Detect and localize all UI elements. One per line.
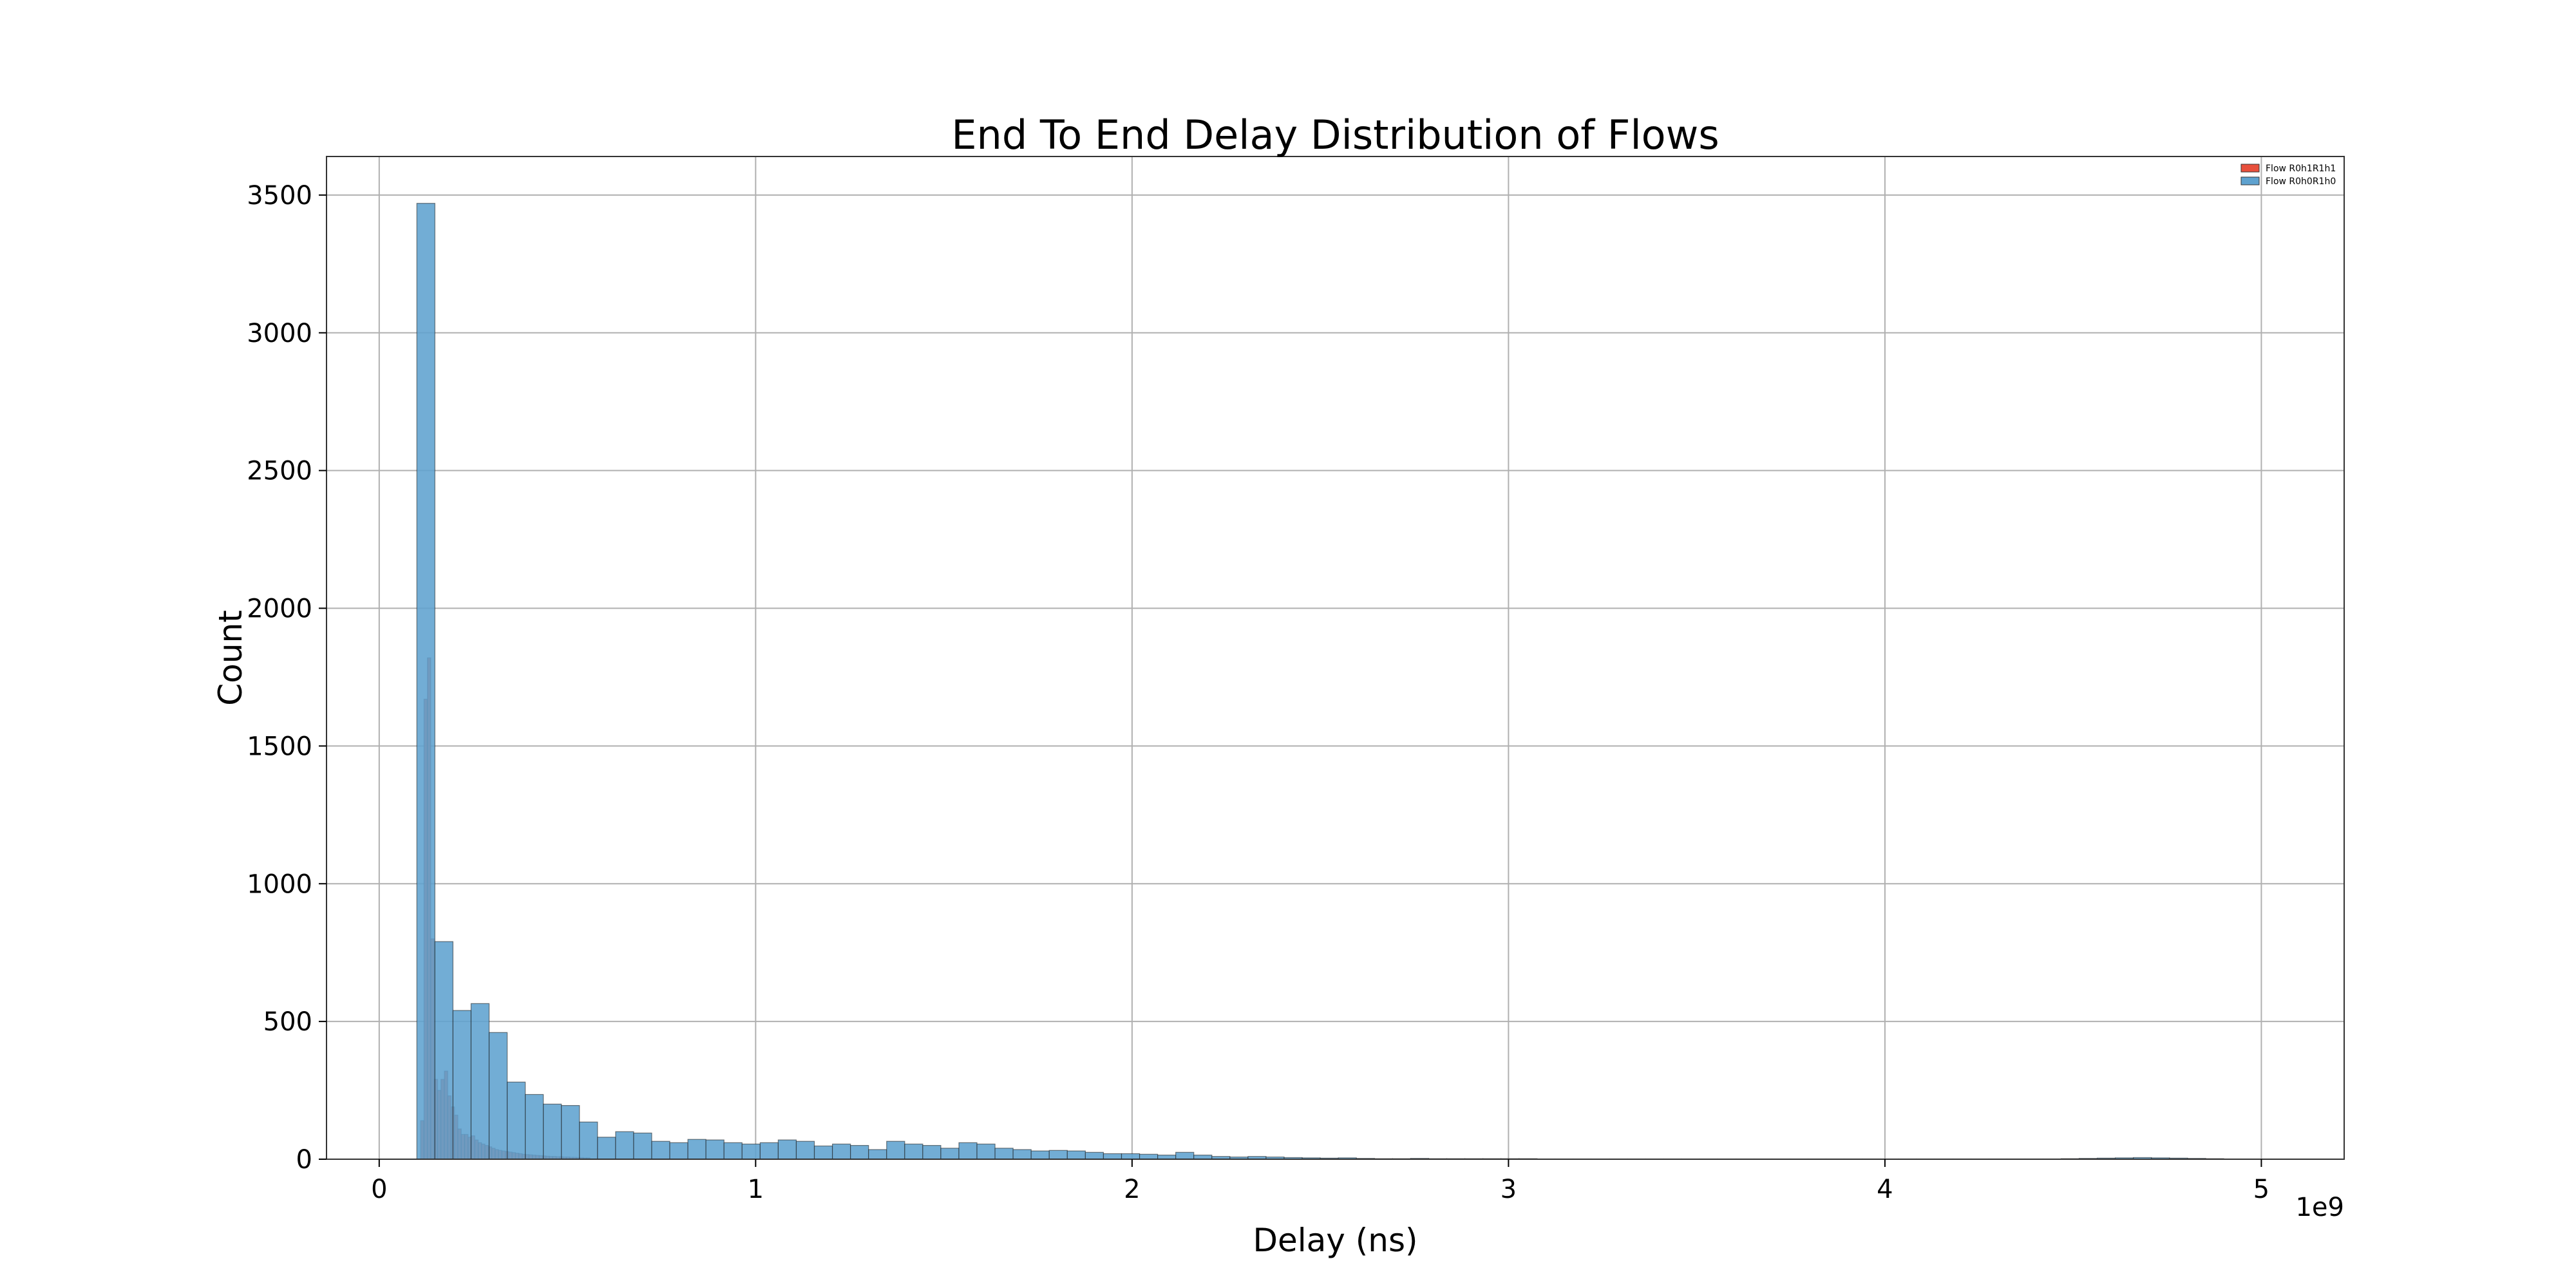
bar-flow-r0h0r1h0 [651,1141,670,1160]
y-tick-label: 0 [296,1145,312,1175]
bar-flow-r0h0r1h0 [1066,1150,1086,1160]
bar-flow-r0h0r1h0 [1030,1150,1050,1160]
y-axis-title: Count [212,610,249,706]
x-tick-label: 5 [2253,1175,2269,1204]
bar-flow-r0h0r1h0 [470,1003,490,1160]
bar-flow-r0h0r1h0 [850,1145,869,1160]
bar-flow-r0h0r1h0 [579,1121,598,1160]
x-axis-offset-label: 1e9 [2295,1193,2344,1222]
bar-flow-r0h0r1h0 [813,1145,833,1160]
bar-flow-r0h0r1h0 [597,1137,616,1160]
x-tick-label: 4 [1877,1175,1893,1204]
bar-flow-r0h0r1h0 [1103,1153,1122,1160]
bars-layer [416,203,2224,1160]
ticks-layer: 0 1 2 3 4 5 0 500 1000 1500 2000 2500 3000 3500 [247,181,2269,1204]
bar-flow-r0h0r1h0 [1139,1153,1159,1160]
x-axis-title: Delay (ns) [1253,1222,1417,1259]
bar-flow-r0h0r1h0 [488,1032,508,1160]
bar-flow-r0h0r1h0 [1048,1150,1068,1160]
bar-flow-r0h0r1h0 [687,1139,706,1160]
bar-flow-r0h0r1h0 [831,1143,851,1160]
bar-flow-r0h0r1h0 [994,1148,1014,1160]
bar-flow-r0h0r1h0 [561,1104,580,1160]
legend-label: Flow R0h0R1h0 [2266,176,2336,187]
bar-flow-r0h0r1h0 [434,941,453,1160]
bar-flow-r0h0r1h0 [452,1010,472,1160]
y-tick-label: 3000 [247,319,312,348]
bar-flow-r0h0r1h0 [868,1149,887,1160]
bar-flow-r0h0r1h0 [1175,1151,1195,1160]
bar-flow-r0h0r1h0 [759,1142,779,1160]
bar-flow-r0h0r1h0 [922,1145,942,1160]
bar-flow-r0h0r1h0 [795,1141,815,1160]
bar-flow-r0h0r1h0 [506,1081,526,1160]
bar-flow-r0h0r1h0 [723,1142,743,1160]
bar-flow-r0h0r1h0 [543,1103,562,1160]
bar-flow-r0h0r1h0 [1084,1151,1104,1160]
y-tick-label: 500 [263,1007,312,1037]
grid-layer [327,156,2344,1160]
chart-title: End To End Delay Distribution of Flows [951,111,1719,158]
legend-label: Flow R0h1R1h1 [2266,164,2336,174]
bar-flow-r0h0r1h0 [1012,1149,1032,1160]
plot-frame [326,156,2345,1160]
bar-flow-r0h0r1h0 [633,1132,652,1160]
x-tick-label: 1 [748,1175,764,1204]
bar-flow-r0h0r1h0 [940,1148,960,1160]
bar-flow-r0h0r1h0 [976,1143,996,1160]
y-tick-label: 2500 [247,457,312,486]
legend: Flow R0h1R1h1 Flow R0h0R1h0 [2240,164,2336,187]
bar-flow-r0h0r1h0 [886,1141,905,1160]
x-tick-label: 3 [1501,1175,1517,1204]
bar-flow-r0h0r1h0 [525,1094,544,1160]
bar-flow-r0h0r1h0 [958,1142,978,1160]
bar-flow-r0h0r1h0 [669,1142,688,1160]
legend-swatch [2240,176,2260,185]
bar-flow-r0h0r1h0 [741,1143,761,1160]
x-tick-label: 2 [1124,1175,1140,1204]
bar-flow-r0h0r1h0 [777,1139,797,1160]
y-tick-label: 2000 [247,594,312,624]
y-tick-label: 3500 [247,181,312,211]
y-tick-label: 1500 [247,732,312,761]
bar-flow-r0h0r1h0 [1121,1153,1141,1160]
legend-swatch [2240,164,2260,173]
bar-flow-r0h0r1h0 [705,1139,724,1160]
bar-flow-r0h0r1h0 [416,203,435,1160]
bar-flow-r0h0r1h0 [615,1131,634,1160]
y-tick-label: 1000 [247,869,312,899]
bar-flow-r0h0r1h0 [904,1143,923,1160]
x-tick-label: 0 [371,1175,387,1204]
